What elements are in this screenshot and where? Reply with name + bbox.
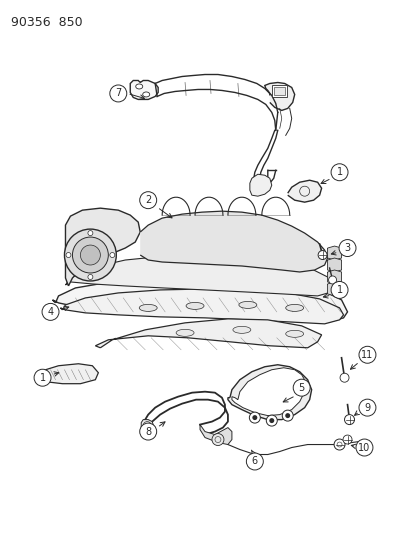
PathPatch shape bbox=[327, 258, 341, 272]
Text: 1: 1 bbox=[336, 167, 342, 177]
Circle shape bbox=[342, 435, 351, 444]
Circle shape bbox=[266, 415, 277, 426]
Circle shape bbox=[328, 276, 336, 284]
PathPatch shape bbox=[130, 80, 158, 100]
Circle shape bbox=[140, 192, 156, 208]
Ellipse shape bbox=[185, 302, 204, 309]
PathPatch shape bbox=[199, 425, 231, 445]
Ellipse shape bbox=[135, 84, 142, 89]
Circle shape bbox=[140, 423, 156, 440]
Circle shape bbox=[42, 303, 59, 320]
Ellipse shape bbox=[176, 329, 194, 336]
Circle shape bbox=[249, 412, 260, 423]
PathPatch shape bbox=[65, 254, 334, 296]
PathPatch shape bbox=[60, 289, 343, 324]
Circle shape bbox=[72, 237, 108, 273]
Circle shape bbox=[285, 413, 290, 418]
Circle shape bbox=[358, 399, 375, 416]
PathPatch shape bbox=[140, 211, 327, 272]
PathPatch shape bbox=[228, 365, 311, 419]
Circle shape bbox=[88, 274, 93, 279]
Circle shape bbox=[64, 229, 116, 281]
Text: 6: 6 bbox=[251, 456, 257, 466]
Ellipse shape bbox=[233, 326, 250, 333]
PathPatch shape bbox=[65, 208, 140, 286]
Text: 90356  850: 90356 850 bbox=[11, 15, 82, 29]
Circle shape bbox=[330, 281, 347, 298]
Circle shape bbox=[355, 439, 372, 456]
Ellipse shape bbox=[142, 92, 150, 97]
Circle shape bbox=[338, 239, 355, 256]
FancyBboxPatch shape bbox=[273, 87, 284, 95]
Circle shape bbox=[80, 245, 100, 265]
Circle shape bbox=[330, 164, 347, 181]
Text: 7: 7 bbox=[115, 88, 121, 99]
Circle shape bbox=[252, 415, 257, 420]
Circle shape bbox=[358, 346, 375, 364]
PathPatch shape bbox=[327, 246, 341, 260]
Text: 1: 1 bbox=[336, 285, 342, 295]
PathPatch shape bbox=[327, 270, 341, 284]
Circle shape bbox=[211, 433, 223, 446]
PathPatch shape bbox=[249, 174, 271, 196]
Circle shape bbox=[339, 373, 348, 382]
Circle shape bbox=[317, 251, 326, 260]
PathPatch shape bbox=[52, 276, 347, 322]
PathPatch shape bbox=[141, 419, 154, 432]
Circle shape bbox=[88, 231, 93, 236]
Ellipse shape bbox=[285, 304, 303, 311]
Circle shape bbox=[109, 253, 114, 257]
Text: 2: 2 bbox=[145, 195, 151, 205]
Circle shape bbox=[333, 439, 344, 450]
Text: 3: 3 bbox=[344, 243, 350, 253]
PathPatch shape bbox=[327, 282, 341, 296]
Ellipse shape bbox=[238, 301, 256, 309]
PathPatch shape bbox=[231, 368, 305, 416]
FancyBboxPatch shape bbox=[271, 85, 286, 98]
Text: 11: 11 bbox=[361, 350, 373, 360]
PathPatch shape bbox=[264, 83, 294, 110]
Circle shape bbox=[66, 253, 71, 257]
Circle shape bbox=[344, 415, 354, 425]
PathPatch shape bbox=[95, 319, 321, 348]
Circle shape bbox=[34, 369, 51, 386]
Text: 1: 1 bbox=[39, 373, 45, 383]
Ellipse shape bbox=[139, 304, 157, 311]
Circle shape bbox=[282, 410, 292, 421]
Text: 4: 4 bbox=[47, 307, 53, 317]
Text: 9: 9 bbox=[363, 402, 370, 413]
Circle shape bbox=[292, 379, 309, 396]
PathPatch shape bbox=[40, 364, 98, 384]
Text: 10: 10 bbox=[358, 442, 370, 453]
Text: 5: 5 bbox=[298, 383, 304, 393]
Circle shape bbox=[143, 422, 151, 430]
Ellipse shape bbox=[285, 330, 303, 337]
Text: 8: 8 bbox=[145, 426, 151, 437]
PathPatch shape bbox=[287, 180, 321, 202]
Circle shape bbox=[109, 85, 126, 102]
Circle shape bbox=[268, 418, 273, 423]
Circle shape bbox=[246, 453, 263, 470]
